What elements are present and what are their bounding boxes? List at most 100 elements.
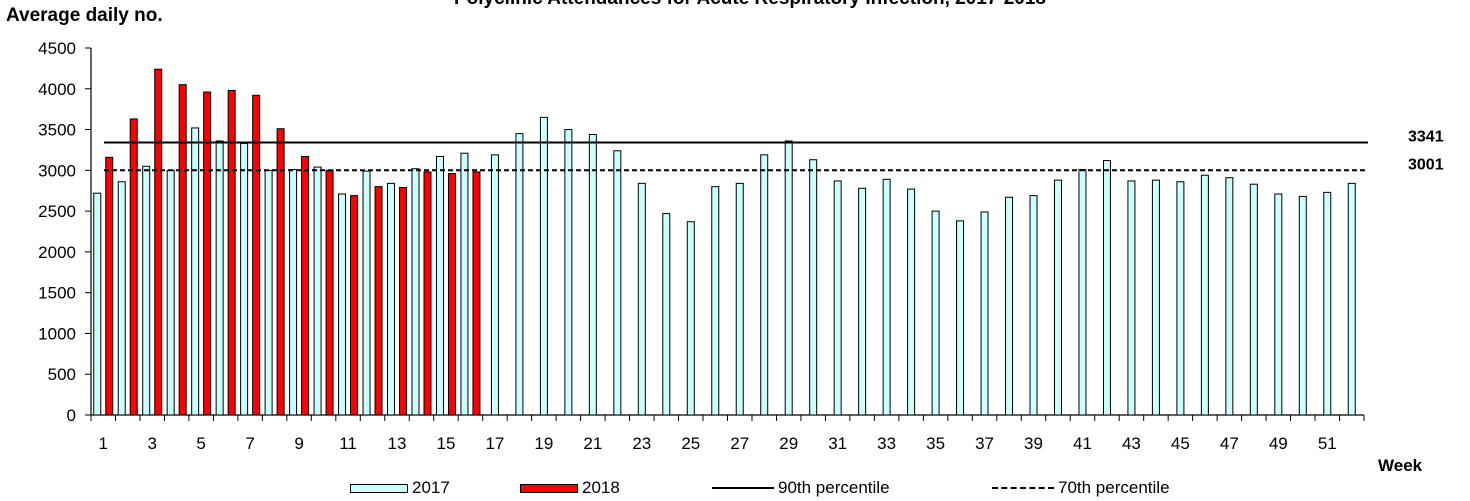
x-tick-label: 49 xyxy=(1269,434,1288,453)
x-tick-label: 3 xyxy=(147,434,156,453)
x-tick-label: 41 xyxy=(1073,434,1092,453)
bar-2017 xyxy=(760,154,769,416)
bar-2017 xyxy=(1176,181,1185,416)
bar-2017 xyxy=(1029,195,1038,416)
legend-swatch-70th-percentile xyxy=(992,487,1054,489)
y-tick-label: 3000 xyxy=(38,161,76,180)
x-tick-label: 35 xyxy=(926,434,945,453)
bar-2017 xyxy=(784,140,793,416)
legend-label-2018: 2018 xyxy=(582,478,620,497)
bar-2017 xyxy=(215,140,224,416)
bar-2017 xyxy=(1151,179,1160,416)
x-tick-label: 47 xyxy=(1220,434,1239,453)
bar-2017 xyxy=(931,210,940,416)
bar-2017 xyxy=(1053,179,1062,416)
x-tick-label: 29 xyxy=(779,434,798,453)
bar-2017 xyxy=(1127,180,1136,416)
bar-2017 xyxy=(166,169,175,416)
x-tick-label: 7 xyxy=(245,434,254,453)
x-tick-label: 17 xyxy=(485,434,504,453)
bar-2017 xyxy=(613,150,622,416)
bar-2017 xyxy=(711,186,720,416)
bar-2018 xyxy=(301,155,310,416)
bar-2018 xyxy=(178,84,187,416)
x-tick-label: 25 xyxy=(681,434,700,453)
x-tick-label: 5 xyxy=(196,434,205,453)
bar-2018 xyxy=(325,169,334,416)
bar-2018 xyxy=(374,186,383,416)
bar-2017 xyxy=(1225,177,1234,416)
x-tick-label: 21 xyxy=(583,434,602,453)
y-tick-label: 4000 xyxy=(38,80,76,99)
bar-2018 xyxy=(350,195,359,416)
bar-2017 xyxy=(858,187,867,416)
bar-2017 xyxy=(662,213,671,416)
y-tick-label: 4500 xyxy=(38,39,76,58)
bar-2017 xyxy=(882,178,891,416)
label-70th-percentile: 3001 xyxy=(1408,156,1444,173)
bar-2017 xyxy=(980,211,989,416)
legend-swatch-2018 xyxy=(520,483,578,493)
bar-2017 xyxy=(1298,195,1307,416)
bar-2018 xyxy=(423,171,432,416)
bar-2017 xyxy=(435,155,444,416)
x-tick-label: 45 xyxy=(1171,434,1190,453)
bar-2017 xyxy=(1274,193,1283,416)
legend-item-2017: 2017 xyxy=(350,477,450,499)
bar-2017 xyxy=(809,159,818,416)
bar-2018 xyxy=(129,118,138,416)
bar-2017 xyxy=(460,152,469,416)
y-axis-label: Average daily no. xyxy=(6,5,163,26)
y-tick-label: 2000 xyxy=(38,243,76,262)
bar-2018 xyxy=(154,68,163,416)
bar-2017 xyxy=(588,133,597,416)
bar-2017 xyxy=(1347,182,1356,416)
chart-title: Polyclinic Attendances for Acute Respira… xyxy=(270,0,1230,10)
bar-2017 xyxy=(1249,183,1258,416)
bar-2017 xyxy=(1102,160,1111,416)
bar-2018 xyxy=(227,89,236,416)
x-tick-label: 13 xyxy=(388,434,407,453)
bar-2017 xyxy=(313,166,322,416)
legend-swatch-2017 xyxy=(350,483,408,493)
x-tick-label: 51 xyxy=(1318,434,1337,453)
x-axis-label: Week xyxy=(1378,456,1423,475)
bar-2017 xyxy=(564,129,573,416)
y-tick-label: 500 xyxy=(48,365,76,384)
legend-label-70th-percentile: 70th percentile xyxy=(1058,478,1170,497)
bar-2017 xyxy=(490,154,499,416)
bar-2018 xyxy=(447,173,456,416)
legend-item-2018: 2018 xyxy=(520,477,620,499)
bar-2017 xyxy=(117,181,126,416)
bar-2017 xyxy=(362,170,371,416)
bar-2017 xyxy=(833,180,842,416)
x-tick-label: 31 xyxy=(828,434,847,453)
bar-2017 xyxy=(191,127,200,416)
legend-label-2017: 2017 xyxy=(412,478,450,497)
bar-2017 xyxy=(264,169,273,416)
y-tick-label: 2500 xyxy=(38,202,76,221)
x-tick-label: 37 xyxy=(975,434,994,453)
y-tick-label: 1000 xyxy=(38,324,76,343)
bar-2017 xyxy=(1005,196,1014,416)
bar-2017 xyxy=(338,193,347,416)
x-tick-label: 19 xyxy=(534,434,553,453)
legend-item-70th-percentile: 70th percentile xyxy=(992,477,1170,499)
x-tick-label: 1 xyxy=(99,434,108,453)
bar-2017 xyxy=(240,142,249,416)
x-tick-label: 27 xyxy=(730,434,749,453)
bar-2017 xyxy=(956,220,965,416)
legend: 2017 2018 90th percentile 70th percentil… xyxy=(350,477,1450,499)
legend-item-90th-percentile: 90th percentile xyxy=(712,477,890,499)
x-tick-label: 43 xyxy=(1122,434,1141,453)
bar-2017 xyxy=(93,192,102,416)
bar-2018 xyxy=(472,171,481,416)
x-tick-label: 39 xyxy=(1024,434,1043,453)
bar-2017 xyxy=(515,133,524,416)
bar-2017 xyxy=(1078,169,1087,416)
x-tick-label: 33 xyxy=(877,434,896,453)
bar-2018 xyxy=(105,156,114,416)
bar-2017 xyxy=(289,169,298,416)
label-90th-percentile: 3341 xyxy=(1408,129,1444,146)
